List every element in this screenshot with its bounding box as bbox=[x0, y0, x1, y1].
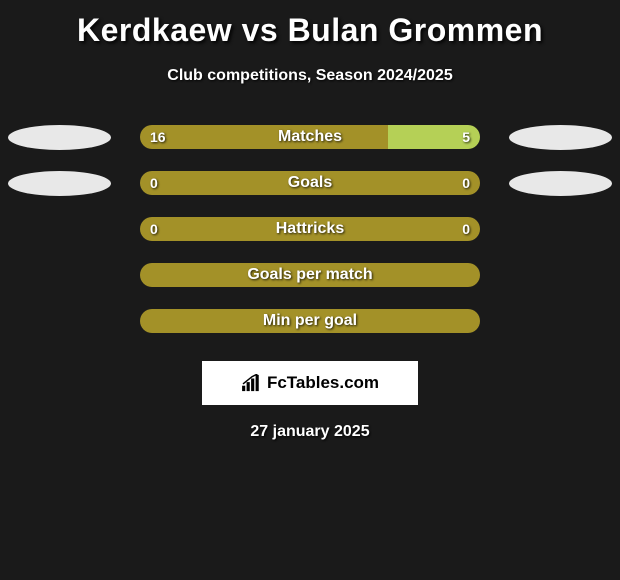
stat-value-left: 16 bbox=[150, 125, 166, 149]
stat-value-right: 0 bbox=[462, 171, 470, 195]
comparison-row: Goals per match bbox=[0, 263, 620, 309]
comparison-rows: Matches165Goals00Hattricks00Goals per ma… bbox=[0, 125, 620, 355]
player-right-oval bbox=[509, 171, 612, 196]
stat-bar bbox=[140, 217, 480, 241]
bar-segment-left bbox=[140, 171, 480, 195]
comparison-row: Min per goal bbox=[0, 309, 620, 355]
chart-icon bbox=[241, 374, 263, 392]
bar-segment-left bbox=[140, 217, 480, 241]
bar-segment-left bbox=[140, 309, 480, 333]
logo-box: FcTables.com bbox=[202, 361, 418, 405]
page-title: Kerdkaew vs Bulan Grommen bbox=[0, 0, 620, 49]
player-left-oval bbox=[8, 171, 111, 196]
date-label: 27 january 2025 bbox=[0, 423, 620, 441]
stat-value-left: 0 bbox=[150, 171, 158, 195]
bar-segment-left bbox=[140, 263, 480, 287]
stat-value-right: 5 bbox=[462, 125, 470, 149]
stat-bar bbox=[140, 125, 480, 149]
player-right-oval bbox=[509, 125, 612, 150]
subtitle: Club competitions, Season 2024/2025 bbox=[0, 67, 620, 85]
comparison-row: Hattricks00 bbox=[0, 217, 620, 263]
stat-bar bbox=[140, 263, 480, 287]
stat-bar bbox=[140, 309, 480, 333]
stat-bar bbox=[140, 171, 480, 195]
logo-text: FcTables.com bbox=[267, 373, 379, 393]
player-left-oval bbox=[8, 125, 111, 150]
stat-value-right: 0 bbox=[462, 217, 470, 241]
bar-segment-left bbox=[140, 125, 388, 149]
comparison-row: Matches165 bbox=[0, 125, 620, 171]
stat-value-left: 0 bbox=[150, 217, 158, 241]
comparison-row: Goals00 bbox=[0, 171, 620, 217]
